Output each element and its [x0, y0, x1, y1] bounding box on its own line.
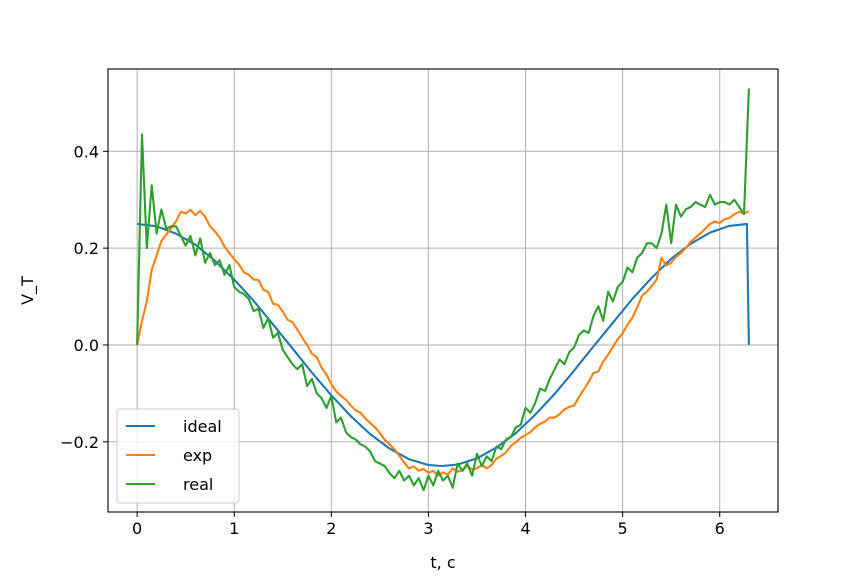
series-line-exp: [136, 208, 750, 477]
legend-label-ideal: ideal: [183, 417, 222, 436]
x-axis-ticks: 0 1 2 3 4 5 6: [132, 512, 725, 538]
legend-box: [116, 408, 240, 504]
x-axis-label: t, c: [430, 553, 455, 572]
x-tick-label: 5: [618, 519, 628, 538]
legend-label-exp: exp: [183, 446, 212, 465]
legend: ideal exp real: [116, 408, 240, 504]
y-tick-label: −0.2: [60, 433, 99, 452]
y-tick-label: 0.2: [74, 239, 99, 258]
y-axis-ticks: −0.2 0.0 0.2 0.4: [60, 142, 108, 452]
x-tick-label: 6: [715, 519, 725, 538]
plot-area-frame: [107, 68, 779, 513]
x-tick-label: 4: [520, 519, 530, 538]
y-axis-label: V_T: [18, 276, 38, 305]
series-line-ideal: [136, 222, 750, 468]
legend-label-real: real: [183, 475, 213, 494]
x-tick-label: 0: [132, 519, 142, 538]
x-tick-label: 2: [326, 519, 336, 538]
x-tick-label: 1: [229, 519, 239, 538]
x-tick-label: 3: [423, 519, 433, 538]
plot-series: [136, 88, 750, 492]
series-line-real: [136, 88, 750, 492]
y-tick-label: 0.0: [74, 336, 99, 355]
y-tick-label: 0.4: [74, 142, 99, 161]
